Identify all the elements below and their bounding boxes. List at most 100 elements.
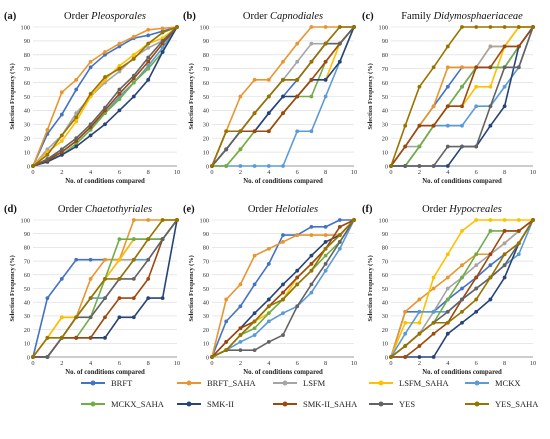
x-tick-label: 10 (530, 169, 536, 176)
data-point-mckx-saha (146, 66, 151, 71)
data-point-smk-ii (131, 315, 136, 320)
data-point-smk-ii (88, 133, 93, 138)
chart-title-prefix: Order (422, 204, 449, 215)
data-point-brft (238, 304, 243, 309)
panel-label: (e) (183, 204, 195, 215)
y-tick-label: 50 (382, 286, 388, 293)
data-point-brft-saha (252, 77, 257, 82)
data-point-yes (323, 261, 328, 266)
legend-label: MCKX_SAHA (111, 399, 164, 409)
data-point-yes-saha (160, 218, 165, 222)
data-point-yes-saha (210, 355, 214, 359)
data-point-brft-saha (460, 263, 464, 268)
data-point-yes (460, 297, 464, 302)
data-point-brft-saha (323, 233, 328, 237)
y-tick-label: 50 (203, 94, 209, 101)
data-point-yes (45, 157, 50, 161)
data-point-lsfm-saha (474, 218, 479, 222)
y-tick-label: 20 (382, 327, 388, 334)
data-point-smk-ii-saha (445, 104, 450, 109)
x-tick-label: 10 (351, 360, 357, 367)
data-point-brft-saha (281, 240, 285, 244)
x-tick-label: 8 (147, 360, 150, 367)
data-point-brft (88, 257, 93, 262)
data-point-brft-saha (103, 50, 107, 54)
data-point-mckx-saha (117, 97, 122, 102)
data-point-lsfm-saha (117, 257, 122, 262)
data-point-mckx (417, 309, 422, 314)
data-point-yes-saha (210, 164, 214, 168)
data-point-yes-saha (59, 335, 64, 340)
legend-label: LSFM (303, 378, 326, 388)
y-tick-label: 0 (385, 163, 388, 170)
y-tick-label: 50 (203, 286, 209, 293)
data-point-mckx (323, 268, 328, 273)
data-point-mckx-saha (224, 164, 229, 168)
data-point-yes (146, 257, 151, 262)
data-point-brft-saha (431, 104, 436, 109)
data-point-yes-saha (460, 309, 464, 314)
data-point-yes (417, 164, 422, 168)
data-point-yes-saha (175, 25, 179, 29)
y-tick-label: 90 (203, 38, 209, 45)
panel-label: (c) (362, 11, 374, 22)
legend-marker-icon (177, 401, 201, 407)
y-tick-label: 40 (24, 300, 30, 307)
chart-title: Order Pleosporales (64, 11, 146, 22)
data-point-brft-saha (146, 218, 151, 222)
data-point-smk-ii (281, 282, 285, 287)
data-point-brft-saha (238, 282, 243, 287)
legend-marker-icon (177, 380, 201, 386)
data-point-brft-saha (160, 26, 165, 31)
data-point-mckx (403, 331, 408, 336)
data-point-yes-saha (474, 25, 479, 29)
data-point-brft-saha (252, 253, 257, 258)
y-tick-label: 100 (21, 24, 30, 31)
y-tick-label: 80 (382, 245, 388, 252)
x-tick-label: 10 (351, 169, 357, 176)
data-point-yes-saha (460, 25, 464, 29)
data-point-yes-saha (474, 297, 479, 302)
data-point-lsfm (309, 41, 314, 46)
data-point-yes-saha (323, 41, 328, 46)
data-point-yes-saha (175, 218, 179, 222)
y-tick-label: 90 (382, 231, 388, 238)
chart-title-prefix: Order (248, 204, 275, 215)
data-point-mckx (252, 333, 257, 337)
y-tick-label: 70 (24, 258, 30, 265)
data-point-smk-ii (323, 77, 328, 82)
legend-label: YES (399, 399, 416, 409)
chart-title-name: Chaetothyriales (85, 204, 152, 215)
data-point-yes (160, 237, 165, 242)
data-point-smk-ii (117, 108, 122, 113)
data-point-yes-saha (146, 41, 151, 46)
chart-title: Order Capnodiales (243, 11, 323, 22)
legend-label: SMK-II (207, 399, 234, 409)
x-tick-label: 4 (446, 169, 450, 176)
data-point-brft-saha (117, 41, 122, 46)
x-tick-label: 4 (89, 169, 93, 176)
data-point-brft (445, 84, 450, 89)
y-tick-label: 0 (206, 163, 209, 170)
x-axis-label: No. of conditions compared (65, 178, 145, 185)
legend-marker-icon (273, 380, 297, 386)
data-point-yes-saha (323, 246, 328, 251)
legend-item-smk-ii-saha: SMK-II_SAHA (272, 397, 357, 411)
data-point-smk-ii-saha (266, 129, 271, 134)
legend-item-smk-ii: SMK-II (176, 397, 234, 411)
data-point-yes (224, 147, 229, 152)
data-point-smk-ii-saha (103, 315, 107, 320)
data-point-mckx (337, 246, 342, 251)
data-point-smk-ii (103, 335, 107, 340)
x-axis-label: No. of conditions compared (422, 178, 502, 185)
x-tick-label: 4 (267, 360, 271, 367)
data-point-brft-saha (445, 275, 450, 280)
data-point-yes-saha (502, 25, 507, 29)
data-point-smk-ii-saha (295, 275, 300, 280)
data-point-yes-saha (337, 25, 342, 29)
data-point-smk-ii (146, 296, 151, 300)
data-point-brft (74, 87, 79, 92)
data-point-smk-ii-saha (146, 277, 151, 281)
legend-item-lsfm: LSFM (272, 376, 325, 390)
y-tick-label: 80 (24, 245, 30, 252)
